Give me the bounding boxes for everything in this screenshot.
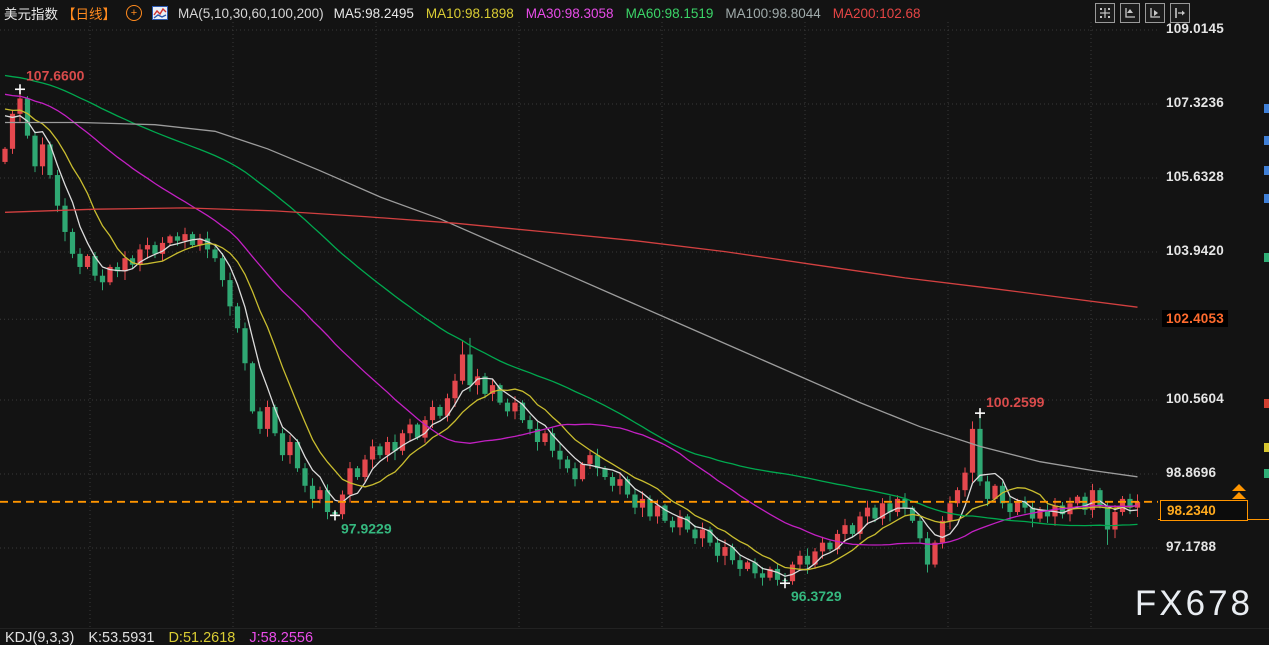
price-annotation: 107.6600 [26, 67, 85, 83]
ma-legend-item: MA5:98.2495 [333, 5, 414, 21]
axis-tick-label: 100.5604 [1166, 390, 1224, 406]
fx678-watermark: FX678 [1134, 584, 1253, 623]
price-annotation: 96.3729 [791, 588, 842, 604]
ma-settings-label: MA(5,10,30,60,100,200) [178, 5, 324, 21]
kdj-caption: KDJ(9,3,3) [5, 630, 75, 645]
chart-header: 美元指数 【日线】 + MA(5,10,30,60,100,200) MA5:98… [4, 2, 921, 24]
price-up-arrow-icon [1232, 483, 1246, 491]
axis-tick-label: 98.8696 [1166, 464, 1217, 480]
timeframe-label: 【日线】 [62, 7, 116, 22]
extreme-marker-cross [330, 510, 340, 521]
pan-right-icon[interactable] [1170, 3, 1190, 23]
axis-scale-up-icon[interactable] [1120, 3, 1140, 23]
price-annotation: 100.2599 [986, 394, 1045, 410]
axis-scale-right-icon[interactable] [1145, 3, 1165, 23]
axis-tick-label: 109.0145 [1166, 21, 1224, 36]
kdj-j-value: J:58.2556 [249, 630, 314, 645]
kdj-k-value: K:53.5931 [88, 630, 155, 645]
chart-toolbar [1095, 3, 1190, 23]
instrument-title: 美元指数 [4, 7, 58, 22]
edge-mark [1264, 399, 1269, 408]
axis-tick-label: 97.1788 [1166, 538, 1217, 554]
price-up-arrow-icon [1232, 491, 1246, 499]
ma-legend-item: MA200:102.68 [832, 5, 921, 21]
move-crosshair-icon[interactable] [1095, 3, 1115, 23]
mini-chart-icon[interactable] [152, 6, 168, 20]
kdj-indicator-readout: KDJ(9,3,3) K:53.5931 D:51.2618 J:58.2556 [5, 630, 313, 645]
candlestick-chart-canvas[interactable]: 107.6600 97.9229 96.3729 100.2599 [0, 0, 1158, 629]
edge-mark [1264, 194, 1269, 203]
extreme-marker-cross [780, 578, 790, 589]
extreme-marker-cross [15, 84, 25, 95]
ma-legend-item: MA60:98.1519 [625, 5, 714, 21]
axis-tick-label: 102.4053 [1162, 310, 1228, 328]
edge-mark [1264, 443, 1269, 452]
price-annotation: 97.9229 [341, 520, 392, 536]
axis-tick-label: 103.9420 [1166, 242, 1224, 258]
axis-tick-label: 107.3236 [1166, 95, 1224, 110]
kdj-d-value: D:51.2618 [168, 630, 236, 645]
edge-mark [1264, 166, 1269, 175]
price-axis[interactable]: 98.2340 109.0145 107.3236 105.6328 103.9420… [1158, 0, 1269, 645]
edge-mark [1264, 253, 1269, 262]
ma-legend: MA5:98.2495 MA10:98.1898 MA30:98.3058 MA60:… [334, 6, 921, 21]
extreme-marker-cross [975, 408, 985, 419]
axis-tick-label: 105.6328 [1166, 168, 1224, 184]
ma-legend-item: MA10:98.1898 [425, 5, 514, 21]
current-price-label: 98.2340 [1160, 499, 1248, 521]
pane-separator [0, 628, 1269, 629]
edge-mark [1264, 136, 1269, 145]
ma-legend-item: MA100:98.8044 [725, 5, 821, 21]
edge-mark [1264, 104, 1269, 113]
add-indicator-button[interactable]: + [126, 5, 142, 21]
edge-mark [1264, 469, 1269, 478]
ma-legend-item: MA30:98.3058 [525, 5, 614, 21]
